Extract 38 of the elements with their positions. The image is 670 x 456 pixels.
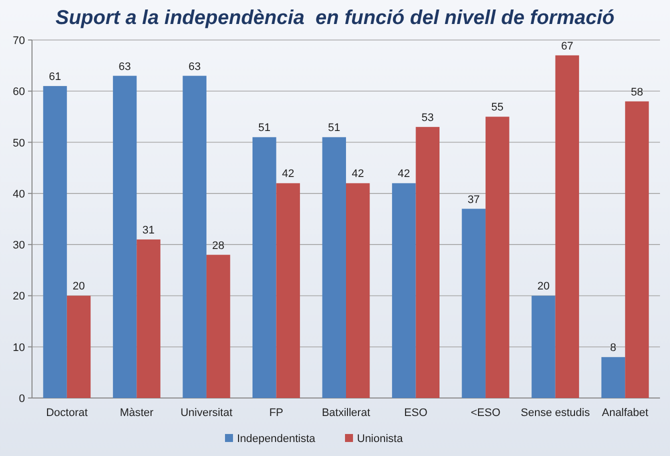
y-tick-label: 50	[12, 137, 25, 150]
data-label: 67	[561, 40, 574, 52]
y-tick-label: 20	[12, 290, 25, 303]
x-tick-label: Doctorat	[46, 407, 88, 419]
x-tick-label: <ESO	[470, 407, 501, 419]
data-label: 42	[352, 168, 364, 180]
data-label: 20	[72, 280, 85, 293]
x-tick-label: FP	[269, 407, 284, 419]
x-tick-label: ESO	[404, 407, 428, 419]
y-tick-label: 0	[18, 393, 25, 405]
y-tick-label: 70	[12, 35, 25, 47]
data-label: 8	[610, 342, 616, 354]
chart-title: Suport a la independència en funció del nivell de formació	[56, 7, 614, 29]
data-label: 61	[48, 71, 62, 84]
data-label: 42	[282, 168, 294, 180]
x-tick-label: Batxillerat	[322, 407, 370, 419]
data-label: 42	[398, 168, 410, 180]
data-label: 20	[537, 280, 550, 293]
y-tick-label: 40	[12, 188, 25, 200]
data-label: 37	[468, 194, 480, 206]
x-tick-label: Sense estudis	[520, 407, 590, 419]
data-label: 31	[142, 224, 155, 236]
y-tick-label: 30	[12, 240, 25, 252]
x-tick-label: Màster	[120, 407, 154, 419]
legend-label: Independentista	[237, 433, 316, 445]
y-tick-label: 60	[12, 86, 25, 98]
x-tick-label: Analfabet	[602, 407, 648, 419]
legend-label: Unionista	[357, 433, 404, 445]
data-label: 28	[212, 240, 224, 252]
y-tick-label: 10	[12, 342, 25, 354]
data-label: 55	[491, 102, 504, 114]
data-label: 53	[422, 112, 434, 124]
data-label: 51	[328, 122, 340, 134]
data-label: 63	[118, 60, 131, 73]
data-label: 58	[630, 86, 644, 98]
x-tick-label: Universitat	[180, 407, 232, 419]
data-label: 63	[188, 60, 201, 73]
data-label: 51	[258, 122, 270, 134]
